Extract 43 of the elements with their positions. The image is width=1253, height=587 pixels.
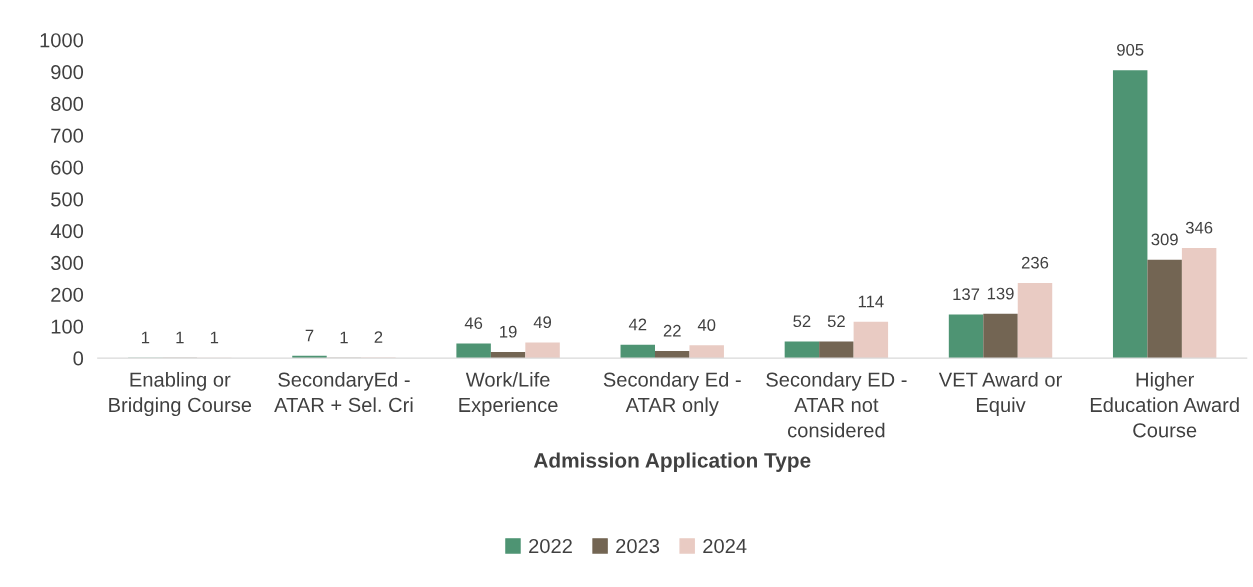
y-tick-label: 0 [73, 351, 84, 366]
data-label: 19 [500, 325, 517, 338]
y-tick-label: 300 [51, 255, 84, 271]
x-tick-label: Work/Life Experience [459, 371, 558, 417]
data-label: 905 [1117, 43, 1144, 56]
y-tick-label: 600 [51, 160, 84, 175]
y-tick-label: 700 [51, 128, 84, 143]
x-axis-title: Admission Application Type [533, 452, 811, 472]
data-label: 49 [533, 316, 552, 329]
y-tick-label: 400 [50, 224, 84, 239]
y-tick-label: 900 [51, 64, 84, 80]
data-label: 1 [176, 331, 184, 344]
y-tick-label: 800 [51, 96, 84, 112]
x-tick-label: VET Award or Equiv [938, 371, 1062, 417]
x-tick-label: Higher Education Award Course [1090, 371, 1239, 438]
y-tick-label: 100 [51, 319, 84, 334]
data-label: 139 [987, 287, 1014, 300]
y-tick-label: 200 [51, 287, 84, 302]
y-tick-label: 500 [51, 192, 84, 207]
x-tick-label: Secondary ED - ATAR not considered [766, 371, 907, 438]
legend-label: 2022 [529, 538, 572, 554]
x-tick-label: Enabling or Bridging Course [109, 371, 252, 417]
data-label: 52 [793, 315, 811, 328]
data-label: 7 [305, 329, 314, 342]
data-label: 52 [827, 315, 845, 328]
data-label: 22 [663, 324, 681, 337]
data-label: 42 [628, 318, 647, 331]
legend-label: 2023 [616, 538, 660, 554]
x-tick-label: Secondary Ed - ATAR only [603, 371, 741, 417]
data-label: 46 [464, 317, 483, 330]
data-label: 346 [1185, 221, 1213, 234]
y-tick-label: 1000 [40, 33, 84, 48]
data-label: 40 [697, 319, 716, 331]
data-label: 137 [953, 288, 980, 301]
data-label: 1 [141, 331, 150, 344]
data-label: 114 [858, 295, 884, 308]
data-label: 236 [1021, 256, 1049, 269]
data-label: 1 [340, 331, 348, 344]
data-label: 2 [374, 331, 383, 343]
x-tick-label: SecondaryEd - ATAR + Sel. Cri [274, 371, 413, 413]
data-label: 309 [1151, 233, 1178, 246]
data-label: 1 [210, 331, 219, 344]
legend-label: 2024 [703, 538, 747, 554]
